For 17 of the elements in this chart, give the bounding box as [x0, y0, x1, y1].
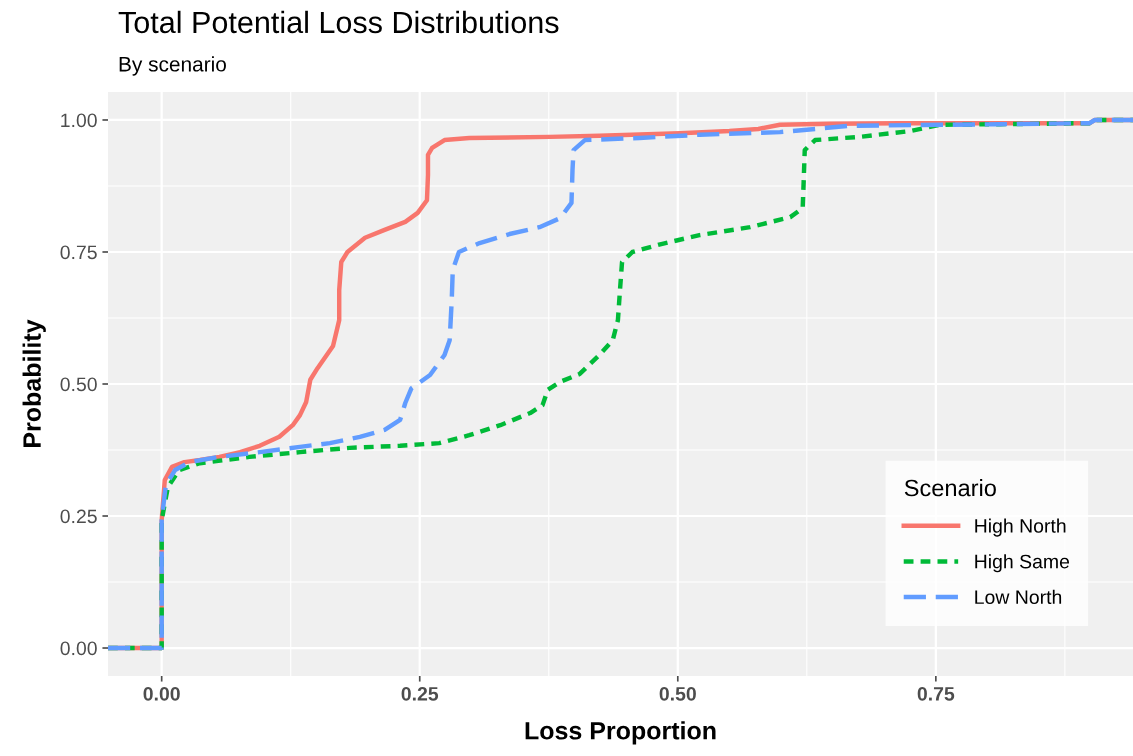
y-axis-title: Probability — [22, 319, 46, 447]
x-tick-label: 0.75 — [917, 686, 955, 701]
x-tick-label: 0.50 — [659, 686, 696, 701]
x-tick-label: 0.00 — [143, 686, 180, 701]
y-tick-label: 0.50 — [60, 377, 97, 392]
y-tick-label: 0.25 — [60, 509, 97, 524]
chart-subtitle: By scenario — [119, 56, 226, 76]
legend-label: Low North — [975, 589, 1062, 605]
legend-label: High North — [975, 518, 1066, 537]
y-tick-label: 1.00 — [61, 113, 97, 128]
chart-title: Total Potential Loss Distributions — [118, 10, 559, 34]
y-tick-label: 0.75 — [60, 245, 97, 260]
y-tick-label: 0.00 — [60, 641, 97, 656]
x-tick-label: 0.25 — [401, 686, 439, 701]
legend-label: High Same — [975, 554, 1070, 573]
x-axis-title: Loss Proportion — [525, 721, 716, 745]
legend-title: Scenario — [904, 479, 996, 497]
